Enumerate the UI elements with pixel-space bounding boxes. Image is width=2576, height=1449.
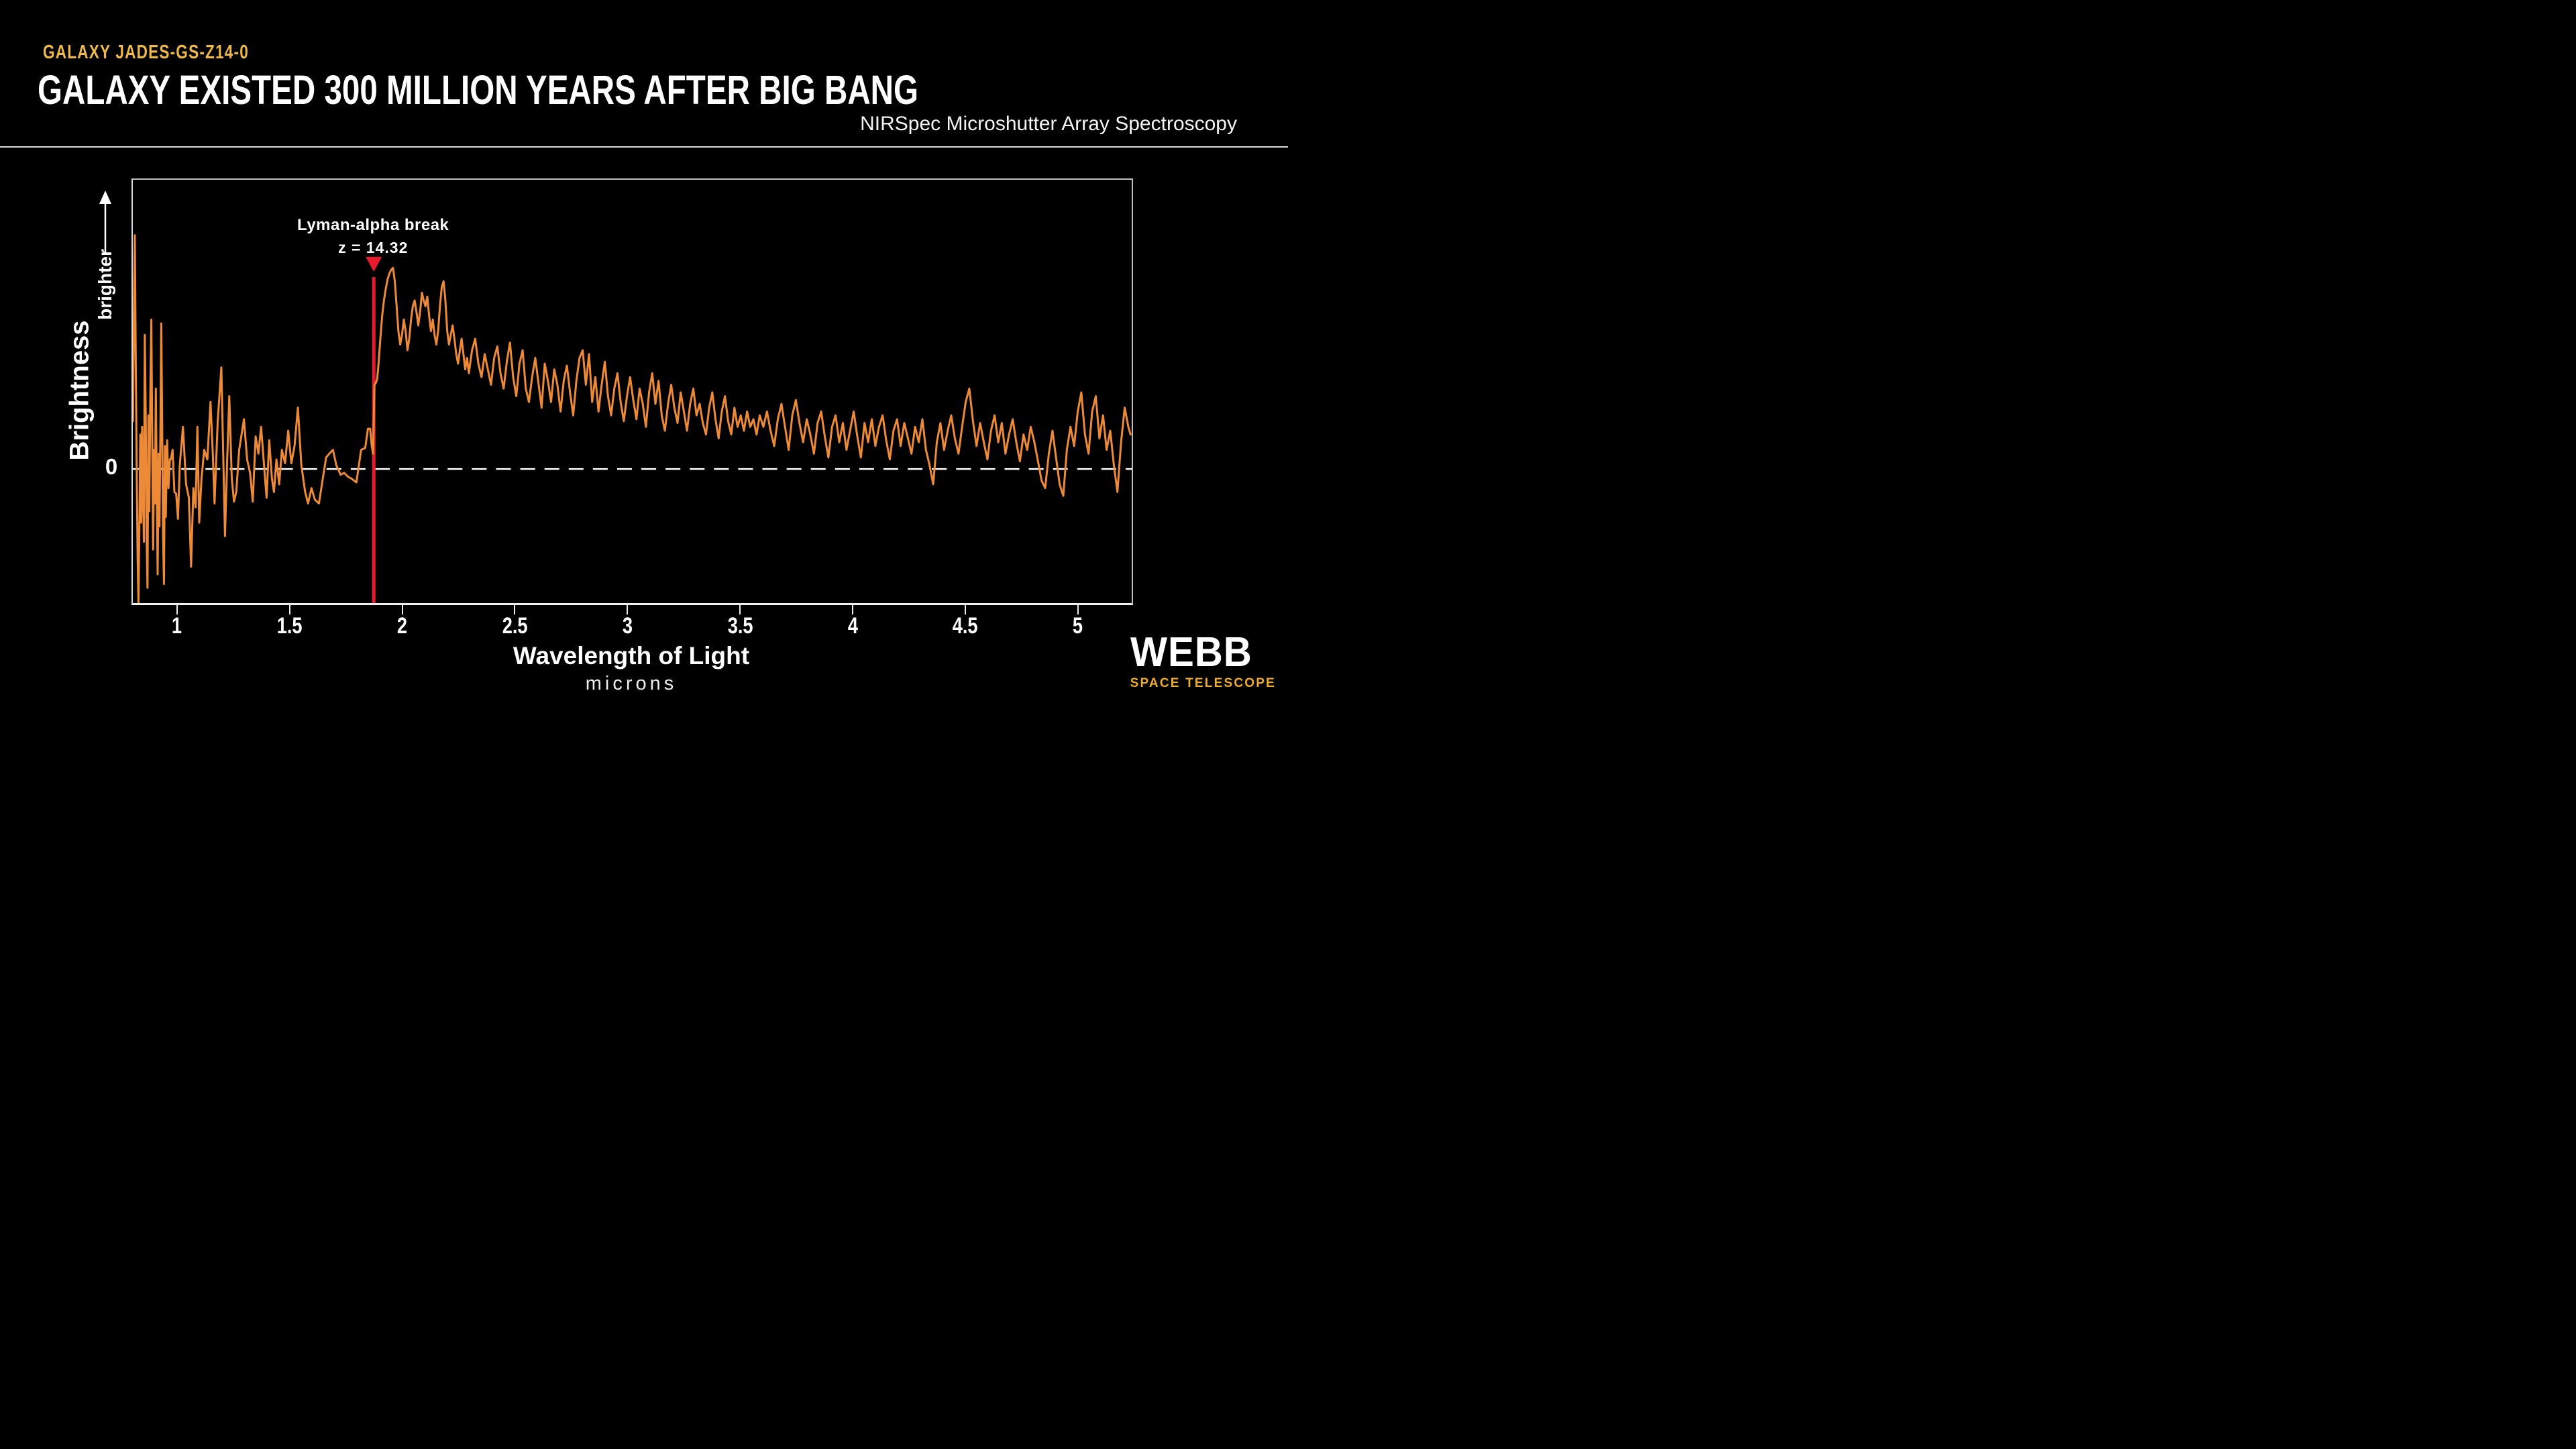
- x-tick: [176, 604, 178, 614]
- webb-logo-wordmark: WEBB: [1130, 629, 1252, 676]
- lyman-break-marker-triangle: [366, 256, 382, 272]
- x-tick: [1077, 604, 1079, 614]
- lyman-alpha-annotation: Lyman-alpha break z = 14.32: [297, 216, 449, 257]
- x-tick-label: 4.5: [952, 613, 978, 639]
- x-tick-label: 5: [1073, 613, 1083, 639]
- up-arrow-icon: [99, 191, 111, 253]
- x-tick: [627, 604, 629, 614]
- x-tick-label: 3.5: [727, 613, 753, 639]
- x-tick: [964, 604, 966, 614]
- x-tick: [288, 604, 290, 614]
- x-axis-ticks: 1 1.5 2 2.5 3 3.5 4 4.5 5: [133, 604, 1129, 644]
- webb-logo: WEBB SPACE TELESCOPE: [1130, 632, 1276, 691]
- annotation-title: Lyman-alpha break: [297, 216, 449, 234]
- webb-logo-subtitle: SPACE TELESCOPE: [1130, 676, 1276, 690]
- annotation-redshift-value: z = 14.32: [338, 239, 409, 256]
- x-axis-unit-label: microns: [585, 673, 678, 694]
- x-tick-label: 2.5: [502, 613, 528, 639]
- x-tick-label: 1: [172, 613, 182, 639]
- page-title-text: GALAXY EXISTED 300 MILLION YEARS AFTER B…: [38, 67, 919, 113]
- x-tick: [852, 604, 854, 614]
- x-tick: [739, 604, 741, 614]
- instrument-subtitle: NIRSpec Microshutter Array Spectroscopy: [860, 113, 1237, 135]
- spectrum-line: [133, 234, 1132, 603]
- galaxy-name-eyebrow: GALAXY JADES-GS-Z14-0: [43, 42, 307, 64]
- y-axis-title: Brightness: [64, 320, 95, 461]
- spectrum-chart: [133, 234, 1132, 603]
- page-title: GALAXY EXISTED 300 MILLION YEARS AFTER B…: [38, 70, 1167, 111]
- x-tick-label: 2: [396, 613, 408, 639]
- x-axis-title: Wavelength of Light: [513, 642, 750, 669]
- x-tick-label: 3: [622, 613, 633, 639]
- y-axis-direction-label: brighter: [95, 249, 115, 320]
- x-tick-label: 4: [847, 613, 858, 639]
- infographic-canvas: GALAXY JADES-GS-Z14-0 GALAXY EXISTED 300…: [0, 0, 1288, 724]
- x-tick: [401, 604, 403, 614]
- x-tick-label: 1.5: [276, 613, 303, 639]
- galaxy-name-text: GALAXY JADES-GS-Z14-0: [43, 42, 249, 63]
- header-divider: [0, 146, 1288, 148]
- spectrum-plot-area: [131, 178, 1133, 605]
- x-tick: [514, 604, 516, 614]
- y-axis-zero-label: 0: [105, 453, 118, 479]
